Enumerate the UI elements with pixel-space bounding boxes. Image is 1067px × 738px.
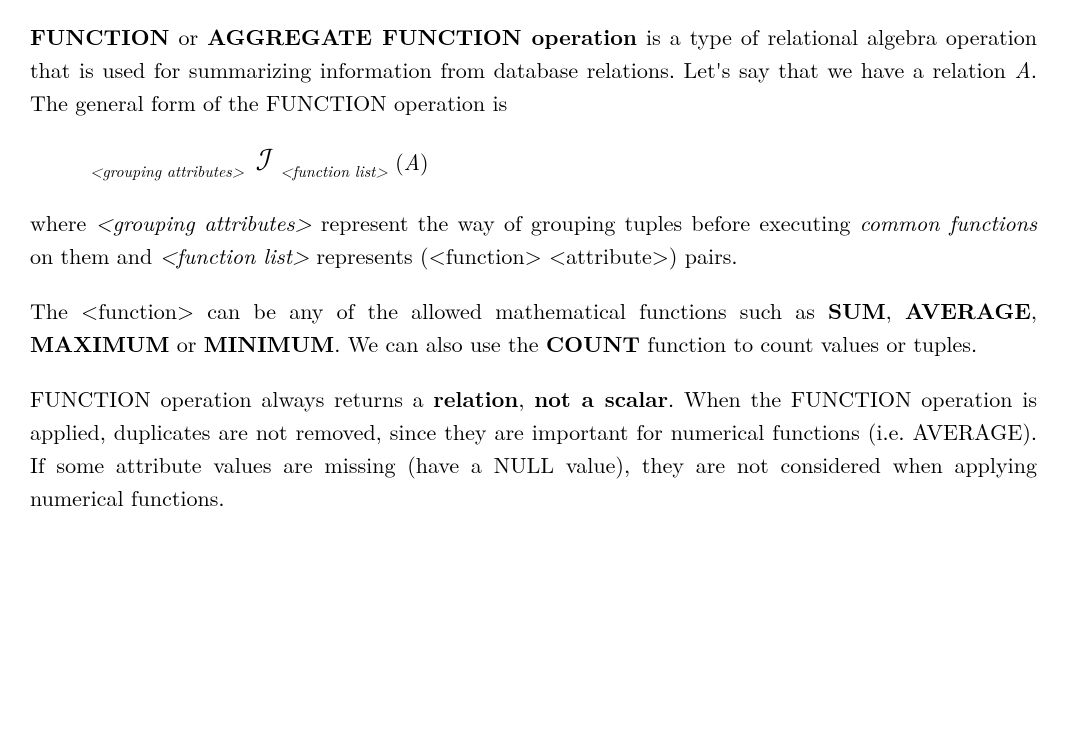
- text: represent the way of grouping tuples bef…: [312, 207, 860, 238]
- text: ,: [1031, 295, 1037, 326]
- paragraph-where: where <grouping attributes> represent th…: [30, 206, 1037, 272]
- paragraph-returns: FUNCTION operation always returns a rela…: [30, 382, 1037, 514]
- fn-minimum: MINIMUM: [204, 328, 335, 359]
- relation-var: A: [1015, 54, 1031, 85]
- formula-operator: ℐ: [251, 146, 272, 177]
- term-function: FUNCTION: [30, 21, 169, 52]
- formula: <grouping attributes> ℐ <function list> …: [90, 141, 1037, 184]
- text: . We can also use the: [334, 328, 546, 359]
- fn-average: AVERAGE: [905, 295, 1031, 326]
- term-common-functions: common functions: [860, 207, 1037, 238]
- fn-sum: SUM: [828, 295, 886, 326]
- text: or: [169, 21, 207, 52]
- fn-count: COUNT: [546, 328, 640, 359]
- term-grouping: <grouping attributes>: [96, 207, 312, 238]
- term-relation: relation: [433, 383, 518, 414]
- term-aggregate: AGGREGATE FUNCTION operation: [207, 21, 637, 52]
- text: represents (<function> <attribute>) pair…: [309, 240, 737, 271]
- formula-relation: (A): [395, 146, 428, 177]
- text: The <function> can be any of the allowed…: [30, 295, 828, 326]
- paragraph-intro: FUNCTION or AGGREGATE FUNCTION operation…: [30, 20, 1037, 119]
- text: FUNCTION operation always returns a: [30, 383, 433, 414]
- text: ,: [886, 295, 905, 326]
- text: on them and: [30, 240, 160, 271]
- paragraph-functions: The <function> can be any of the allowed…: [30, 294, 1037, 360]
- formula-function-sub: <function list>: [280, 159, 388, 182]
- term-function-list: <function list>: [160, 240, 310, 271]
- fn-maximum: MAXIMUM: [30, 328, 169, 359]
- text: where: [30, 207, 96, 238]
- text: ,: [518, 383, 534, 414]
- formula-grouping-sub: <grouping attributes>: [90, 159, 244, 182]
- text: function to count values or tuples.: [640, 328, 977, 359]
- text: or: [169, 328, 203, 359]
- term-not-scalar: not a scalar: [534, 383, 668, 414]
